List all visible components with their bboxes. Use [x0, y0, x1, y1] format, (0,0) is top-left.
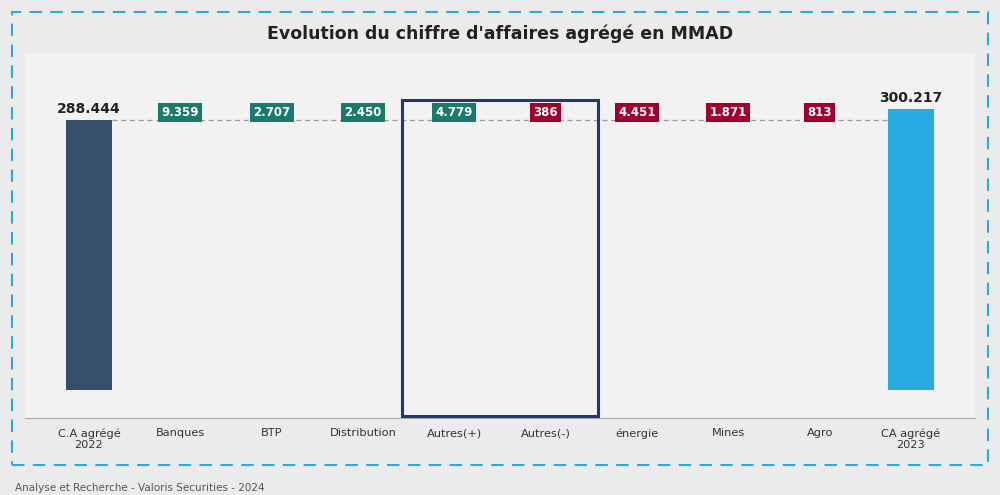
Text: 9.359: 9.359 — [162, 106, 199, 119]
Bar — [888, 109, 934, 390]
Text: 4.451: 4.451 — [618, 106, 656, 119]
Text: 2.450: 2.450 — [344, 106, 382, 119]
Text: 2.707: 2.707 — [253, 106, 290, 119]
Text: 813: 813 — [807, 106, 832, 119]
Text: Analyse et Recherche - Valoris Securities - 2024: Analyse et Recherche - Valoris Securitie… — [15, 483, 265, 493]
Text: 300.217: 300.217 — [879, 92, 943, 105]
Bar — [66, 120, 112, 390]
Text: 1.871: 1.871 — [710, 106, 747, 119]
Text: 4.779: 4.779 — [436, 106, 473, 119]
Text: 288.444: 288.444 — [57, 102, 121, 116]
Text: 386: 386 — [533, 106, 558, 119]
Title: Evolution du chiffre d'affaires agrégé en MMAD: Evolution du chiffre d'affaires agrégé e… — [267, 25, 733, 44]
